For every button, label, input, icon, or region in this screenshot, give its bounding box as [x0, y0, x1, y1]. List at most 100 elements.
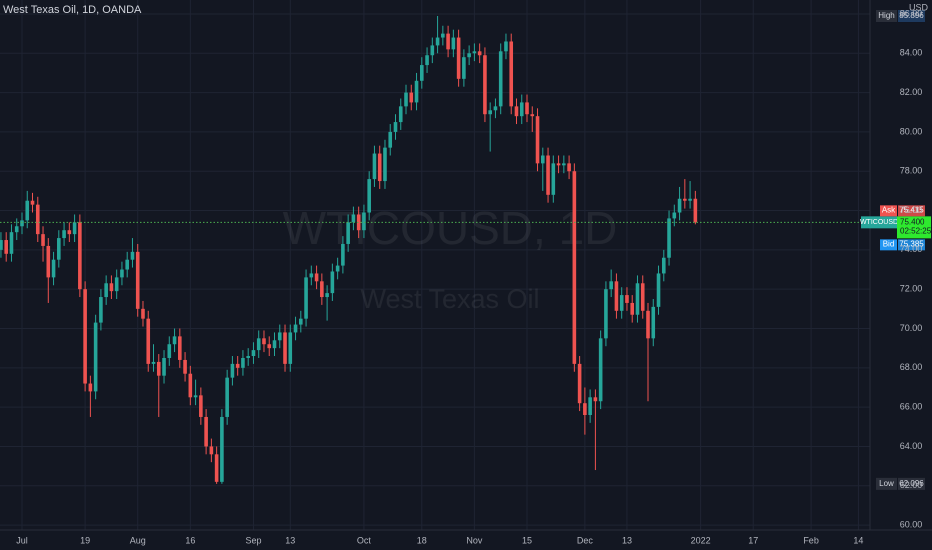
y-tick-label: 82.00 — [900, 87, 923, 97]
x-tick-label: 13 — [285, 535, 295, 545]
candle-body — [225, 377, 229, 417]
candle-body — [635, 283, 640, 315]
candle-body — [220, 416, 224, 482]
candle-body — [288, 332, 293, 364]
candle-body — [262, 338, 266, 345]
candle-body — [441, 33, 445, 38]
price-label: 75.400 — [900, 217, 925, 226]
candle-body — [141, 308, 145, 319]
candle-body — [409, 92, 414, 103]
candle-body — [372, 153, 377, 180]
candle-body — [525, 102, 529, 115]
candle-body — [193, 395, 198, 398]
candle-body — [367, 179, 371, 213]
candle-body — [425, 55, 429, 66]
candle-body — [325, 293, 329, 298]
candle-body — [630, 302, 635, 315]
candle-body — [404, 92, 408, 107]
candle-body — [456, 37, 461, 79]
x-tick-label: Sep — [245, 535, 261, 545]
y-tick-label: 66.00 — [900, 402, 923, 412]
candle-body — [430, 45, 435, 56]
watermark-symbol: WTICOUSD, 1D — [283, 202, 618, 254]
chart-title: West Texas Oil, 1D, OANDA — [3, 4, 142, 16]
tag-box — [876, 477, 897, 490]
x-tick-label: Aug — [130, 535, 146, 545]
candle-body — [78, 222, 82, 290]
candle-body — [619, 295, 624, 311]
candle-body — [667, 218, 671, 258]
candle-body — [4, 240, 9, 254]
candle-body — [156, 361, 161, 376]
y-tick-label: 86.00 — [900, 8, 923, 18]
candle-body — [162, 357, 166, 376]
candle-body — [346, 222, 350, 244]
candle-body — [130, 251, 135, 260]
candle-body — [483, 55, 487, 115]
candle-body — [672, 212, 677, 219]
candle-body — [67, 230, 72, 235]
candle-body — [172, 336, 177, 345]
candle-body — [377, 153, 382, 182]
candle-body — [146, 318, 151, 364]
candle-body — [9, 232, 14, 254]
candle-body — [35, 204, 40, 235]
y-tick-label: 62.00 — [900, 480, 923, 490]
tag-box — [898, 205, 925, 217]
x-tick-label: Feb — [803, 535, 819, 545]
x-tick-label: Jul — [16, 535, 28, 545]
x-tick-label: 17 — [748, 535, 758, 545]
candle-body — [693, 198, 698, 223]
price-box — [897, 216, 931, 239]
candle-body — [677, 198, 682, 213]
candle-body — [178, 336, 182, 360]
candle-body — [614, 281, 619, 311]
currency: USD — [909, 2, 929, 12]
candle-body — [462, 57, 466, 79]
candle-body — [167, 344, 172, 358]
candle-body — [99, 297, 103, 323]
tag-label: Bid — [883, 239, 895, 248]
candle-body — [383, 147, 387, 182]
candle-body — [235, 363, 240, 368]
x-tick-label: Dec — [577, 535, 594, 545]
candle-body — [414, 80, 419, 103]
watermark-name: West Texas Oil — [360, 284, 539, 314]
candle-body — [393, 122, 398, 132]
price-labels: High 85.896 Low 62.096 WTICOUSD 75.40002:52:2… — [860, 10, 932, 490]
candle-body — [498, 51, 503, 107]
y-tick-label: 68.00 — [900, 362, 923, 372]
y-tick-label: 60.00 — [900, 519, 923, 529]
candle-body — [304, 277, 308, 319]
candle-body — [314, 273, 319, 282]
x-tick-label: 15 — [522, 535, 532, 545]
candle-body — [135, 251, 140, 309]
candle-body — [241, 357, 245, 368]
candle-body — [625, 295, 629, 303]
candle-body — [299, 318, 303, 325]
candle-body — [661, 257, 666, 274]
x-tick-label: 16 — [185, 535, 195, 545]
candle-body — [120, 269, 124, 278]
candle-body — [230, 363, 235, 378]
candle-body — [477, 51, 482, 56]
candle-body — [572, 171, 577, 364]
candle-body — [41, 234, 45, 246]
candle-body — [435, 37, 440, 46]
candle-body — [51, 259, 56, 278]
candle-body — [609, 281, 613, 290]
y-tick-label: 74.00 — [900, 244, 923, 254]
candle-body — [204, 416, 208, 447]
tag-value: 75.415 — [899, 205, 924, 214]
candle-body — [640, 283, 645, 311]
tag-box — [880, 239, 897, 251]
y-tick-label: 72.00 — [900, 284, 923, 294]
candle-body — [546, 155, 550, 195]
candle-body — [509, 41, 514, 107]
candle-body — [583, 403, 587, 415]
tag-value: 62.096 — [899, 479, 924, 488]
candle-body — [419, 65, 424, 81]
candle-body — [530, 114, 535, 117]
tag-label: High — [878, 11, 894, 20]
